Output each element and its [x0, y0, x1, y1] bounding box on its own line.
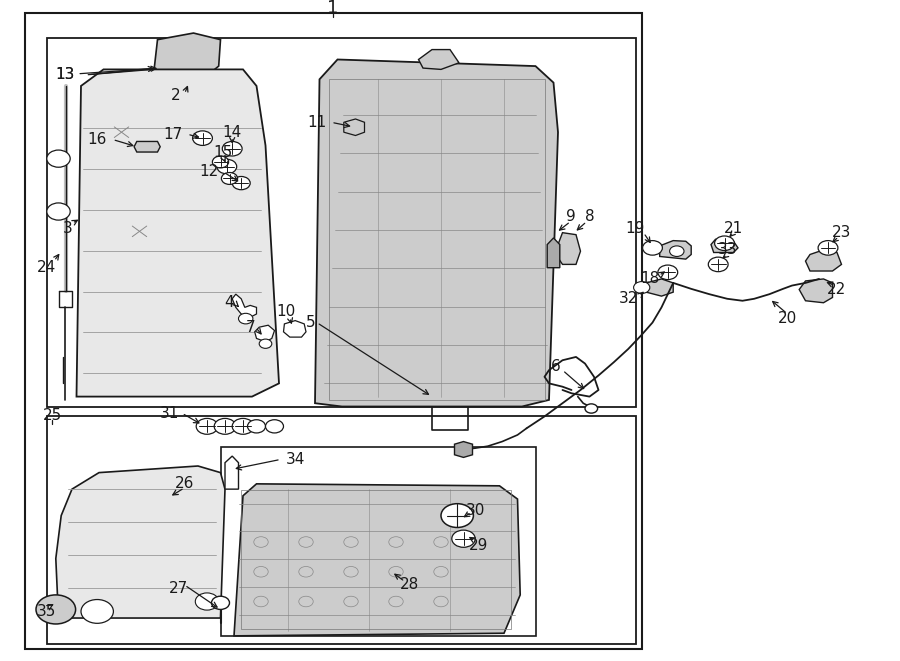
Circle shape: [232, 176, 250, 190]
Bar: [25, 13, 642, 649]
Polygon shape: [76, 69, 279, 397]
Circle shape: [238, 313, 253, 324]
Circle shape: [715, 236, 734, 251]
Text: 29: 29: [469, 538, 489, 553]
Bar: [220, 447, 536, 636]
Text: 26: 26: [175, 477, 194, 491]
Circle shape: [222, 141, 242, 156]
Text: 12: 12: [199, 165, 219, 179]
Polygon shape: [284, 321, 306, 337]
Text: 20: 20: [778, 311, 797, 326]
Circle shape: [643, 241, 662, 255]
Text: 11: 11: [307, 115, 327, 130]
Text: 24: 24: [37, 260, 57, 275]
Text: 25: 25: [42, 408, 62, 422]
Text: 13: 13: [55, 67, 75, 82]
Text: 9: 9: [566, 210, 575, 224]
Text: 34: 34: [285, 452, 305, 467]
Circle shape: [81, 600, 113, 623]
Text: 7: 7: [246, 320, 255, 334]
Polygon shape: [711, 239, 738, 253]
Text: 6: 6: [552, 360, 561, 374]
Polygon shape: [134, 141, 160, 152]
Text: 19: 19: [626, 221, 645, 235]
Polygon shape: [418, 50, 459, 69]
Circle shape: [232, 418, 254, 434]
Circle shape: [47, 203, 70, 220]
Circle shape: [221, 173, 238, 184]
Bar: [47, 416, 636, 644]
Text: 31: 31: [159, 406, 179, 420]
Circle shape: [196, 418, 218, 434]
Text: 16: 16: [87, 132, 107, 147]
Polygon shape: [344, 119, 364, 136]
Text: 21: 21: [724, 221, 743, 235]
Text: 17: 17: [163, 127, 183, 141]
Text: 32: 32: [618, 292, 638, 306]
Circle shape: [217, 159, 237, 174]
Text: 30: 30: [465, 503, 485, 518]
Circle shape: [248, 420, 266, 433]
Text: 1: 1: [328, 0, 338, 17]
Polygon shape: [255, 325, 274, 342]
Polygon shape: [454, 442, 472, 457]
Text: 10: 10: [276, 305, 296, 319]
Text: 28: 28: [400, 578, 419, 592]
Text: 5: 5: [306, 315, 315, 330]
Text: 8: 8: [585, 210, 594, 224]
Circle shape: [212, 156, 229, 168]
Bar: [241, 490, 511, 629]
Polygon shape: [558, 233, 580, 264]
Circle shape: [818, 241, 838, 255]
Bar: [47, 38, 636, 407]
Text: 4: 4: [225, 295, 234, 310]
Polygon shape: [646, 279, 673, 296]
Text: 18: 18: [640, 272, 660, 286]
Polygon shape: [234, 484, 520, 636]
Text: 14: 14: [222, 125, 242, 139]
Text: 33: 33: [717, 243, 737, 257]
Circle shape: [259, 339, 272, 348]
Circle shape: [214, 418, 236, 434]
Circle shape: [658, 265, 678, 280]
Circle shape: [634, 282, 650, 293]
Circle shape: [670, 246, 684, 256]
Circle shape: [266, 420, 284, 433]
Polygon shape: [660, 241, 691, 259]
Circle shape: [195, 593, 219, 610]
Text: 22: 22: [827, 282, 847, 297]
Polygon shape: [315, 59, 558, 407]
Circle shape: [212, 596, 230, 609]
Text: 35: 35: [37, 604, 57, 619]
Text: 27: 27: [168, 581, 188, 596]
Text: 3: 3: [63, 221, 72, 235]
Text: 2: 2: [171, 89, 180, 103]
Polygon shape: [547, 238, 560, 268]
Circle shape: [441, 504, 473, 527]
Text: 23: 23: [832, 225, 851, 240]
Circle shape: [452, 530, 475, 547]
Text: 13: 13: [55, 66, 156, 82]
Polygon shape: [153, 33, 220, 79]
Circle shape: [193, 131, 212, 145]
Circle shape: [708, 257, 728, 272]
Polygon shape: [806, 250, 842, 271]
Polygon shape: [225, 456, 238, 489]
Polygon shape: [799, 279, 833, 303]
Circle shape: [36, 595, 76, 624]
Circle shape: [585, 404, 598, 413]
Text: 15: 15: [213, 145, 233, 159]
Circle shape: [47, 150, 70, 167]
Bar: [328, 79, 544, 400]
Polygon shape: [232, 294, 256, 317]
Polygon shape: [56, 466, 225, 618]
